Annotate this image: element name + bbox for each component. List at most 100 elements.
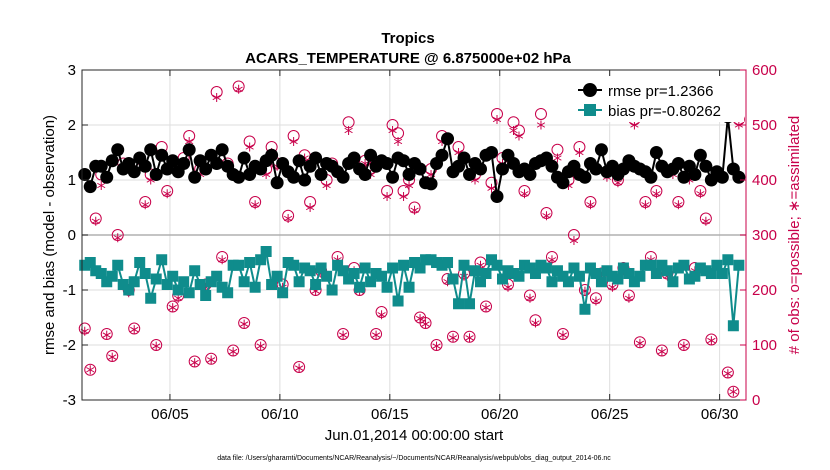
rmse-point bbox=[732, 170, 746, 184]
obs-assimilated-point bbox=[586, 200, 595, 210]
rmse-point bbox=[265, 148, 279, 162]
obs-assimilated-point bbox=[635, 338, 645, 348]
bias-point bbox=[376, 270, 388, 282]
obs-assimilated-point bbox=[492, 115, 502, 124]
legend-bias-label: bias pr=-0.80262 bbox=[608, 103, 721, 120]
bias-point bbox=[288, 259, 300, 271]
obs-assimilated-point bbox=[531, 318, 540, 328]
x-tick-label: 06/30 bbox=[701, 406, 739, 423]
axis-ticks: 06/05 06/10 06/15 06/20 06/25 06/30 -3 -2 -1 0 1 2 3… bbox=[63, 62, 777, 423]
bias-point bbox=[529, 268, 541, 279]
rmse-point bbox=[94, 159, 108, 173]
obs-assimilated-point bbox=[229, 347, 238, 357]
bias-point bbox=[315, 262, 327, 274]
obs-assimilated-point bbox=[624, 293, 634, 303]
bias-point bbox=[211, 270, 223, 282]
bias-point bbox=[513, 270, 525, 282]
footnote: data file: /Users/gharamti/Documents/NCA… bbox=[217, 455, 611, 462]
bias-point bbox=[123, 284, 135, 296]
rmse-point bbox=[457, 151, 471, 165]
rmse-point bbox=[474, 162, 488, 176]
y-right-tick-label: 300 bbox=[752, 227, 777, 244]
obs-assimilated-point bbox=[509, 126, 518, 135]
bias-point bbox=[623, 268, 635, 279]
obs-assimilated-point bbox=[553, 153, 562, 163]
bias-point bbox=[568, 262, 580, 274]
obs-assimilated-point bbox=[218, 255, 227, 265]
bias-point bbox=[546, 276, 558, 288]
bias-point bbox=[189, 265, 201, 277]
bias-point bbox=[266, 279, 278, 290]
rmse-point bbox=[309, 151, 323, 165]
obs-assimilated-point bbox=[657, 347, 667, 357]
obs-assimilated-point bbox=[344, 126, 353, 135]
obs-assimilated-point bbox=[465, 333, 474, 343]
obs-assimilated-point bbox=[250, 200, 260, 210]
legend-rmse-label: rmse pr=1.2366 bbox=[608, 83, 713, 100]
bias-point bbox=[711, 259, 723, 271]
x-tick-label: 06/05 bbox=[151, 406, 189, 423]
bias-point bbox=[458, 259, 470, 271]
rmse-point bbox=[545, 159, 559, 173]
rmse-point bbox=[463, 168, 477, 181]
bias-point bbox=[84, 257, 96, 268]
x-tick-label: 06/15 bbox=[371, 406, 409, 423]
bias-point bbox=[540, 262, 552, 274]
rmse-point bbox=[435, 148, 449, 162]
bias-point bbox=[194, 279, 206, 290]
obs-assimilated-point bbox=[707, 336, 716, 346]
bias-point bbox=[326, 284, 338, 296]
rmse-point bbox=[413, 162, 427, 176]
obs-assimilated-point bbox=[190, 358, 199, 368]
bias-point bbox=[95, 268, 107, 279]
bias-point bbox=[689, 270, 701, 282]
rmse-point bbox=[188, 170, 202, 184]
legend-box bbox=[572, 76, 744, 122]
bias-point bbox=[365, 276, 377, 288]
obs-assimilated-point bbox=[652, 189, 661, 199]
rmse-point bbox=[144, 143, 158, 157]
bias-point bbox=[167, 270, 179, 282]
obs-assimilated-point bbox=[432, 341, 441, 351]
rmse-point bbox=[237, 151, 251, 165]
obs-assimilated-point bbox=[294, 363, 304, 373]
bias-point bbox=[172, 284, 184, 296]
rmse-point bbox=[688, 168, 702, 181]
obs-assimilated-point bbox=[289, 137, 298, 146]
bias-point bbox=[238, 276, 250, 288]
rmse-point bbox=[677, 170, 691, 184]
bias-point bbox=[573, 270, 585, 282]
rmse-point bbox=[149, 168, 163, 181]
rmse-point bbox=[199, 162, 213, 176]
obs-assimilated-point bbox=[141, 200, 150, 210]
bias-point bbox=[277, 287, 289, 299]
bias-point bbox=[733, 259, 745, 271]
bias-point bbox=[310, 279, 322, 290]
y-left-tick-label: -1 bbox=[63, 282, 76, 299]
bias-point bbox=[106, 270, 118, 282]
obs-assimilated-point bbox=[514, 131, 524, 141]
obs-assimilated-point bbox=[388, 126, 397, 135]
bias-point bbox=[464, 298, 476, 310]
bias-point bbox=[727, 320, 739, 332]
bias-point bbox=[222, 287, 234, 299]
rmse-point bbox=[649, 146, 663, 159]
x-tick-label: 06/25 bbox=[591, 406, 629, 423]
rmse-point bbox=[215, 143, 229, 157]
y-right-tick-label: 400 bbox=[752, 172, 777, 189]
obs-assimilated-point bbox=[97, 181, 106, 190]
legend-rmse-marker bbox=[583, 83, 597, 97]
bias-point bbox=[304, 265, 316, 277]
obs-assimilated-point bbox=[569, 236, 579, 245]
rmse-point bbox=[166, 154, 180, 168]
bias-point bbox=[156, 254, 168, 266]
bias-point bbox=[249, 281, 261, 293]
bias-point bbox=[145, 292, 157, 304]
obs-assimilated-point bbox=[212, 93, 221, 102]
obs-assimilated-point bbox=[377, 310, 386, 320]
obs-assimilated-point bbox=[256, 341, 265, 351]
rmse-point bbox=[523, 168, 537, 181]
rmse-point bbox=[671, 157, 685, 170]
bias-point bbox=[387, 262, 399, 274]
obs-assimilated-point bbox=[679, 341, 689, 351]
